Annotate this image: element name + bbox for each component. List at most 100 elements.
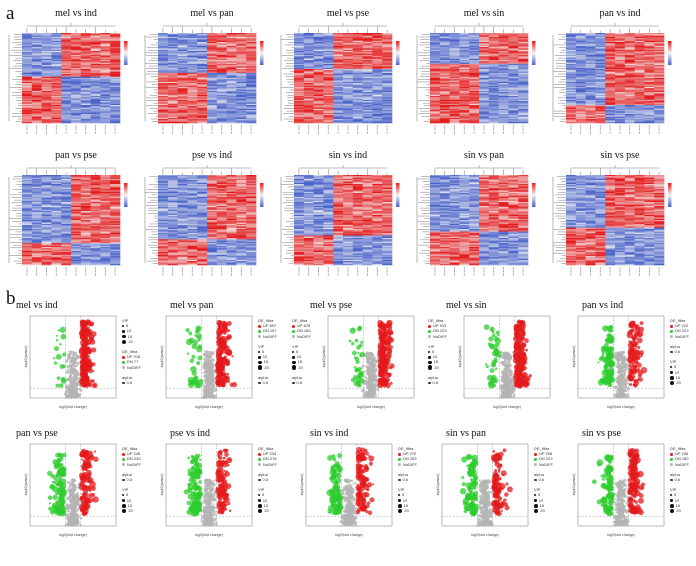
point-nodiff [502,376,507,380]
point-up [355,454,363,461]
point-up [221,489,226,494]
point-down [57,487,61,492]
vip-legend-item: 10 [670,370,689,375]
vip-legend-title: VIP [122,487,129,493]
point-up [363,448,368,453]
point-up [217,382,220,386]
point-nodiff [71,357,74,361]
point-nodiff [211,381,214,385]
point-up [494,509,501,516]
point-up [87,477,94,484]
point-nodiff [349,490,352,494]
point-up [222,448,226,452]
point-down [459,488,467,495]
point-nodiff [345,523,348,525]
point-up [221,377,228,385]
alpha-legend-title: alpha [292,374,302,380]
point-down [608,334,613,339]
point-down [335,484,341,489]
color-scale-bar [396,41,400,65]
point-up [631,335,636,340]
vip-size-marker [258,360,262,365]
point-up [498,463,503,468]
vip-legend-value: 20 [264,508,269,514]
column-dendrogram [26,165,116,175]
column-dendrogram [434,165,524,175]
point-down [597,361,600,364]
point-nodiff [485,500,489,505]
point-down [193,493,199,499]
heatmap-title: mel vs pse [326,8,370,19]
point-up [502,448,507,453]
point-nodiff [340,489,344,492]
point-nodiff [67,378,71,382]
point-nodiff [502,391,505,395]
heatmap-cells [566,175,665,266]
y-axis-label: -log10(pvalue) [436,474,440,497]
point-up [494,468,498,472]
point-up [356,486,362,492]
point-up [80,476,84,479]
point-down [485,362,488,366]
alpha-marker [428,381,431,385]
point-up [513,345,519,350]
point-nodiff [618,521,621,524]
point-nodiff [487,490,490,494]
point-nodiff [364,376,368,380]
heatmap-title: pan vs pse [55,150,97,161]
point-up [521,347,525,352]
vip-legend-value: 20 [404,508,409,514]
point-down [472,486,477,490]
point-nodiff [488,522,492,526]
point-down [332,468,338,474]
point-down [55,383,60,388]
point-up [359,447,366,454]
point-nodiff [203,388,207,392]
point-up [381,333,384,337]
point-nodiff [65,503,70,508]
point-nodiff [623,500,626,503]
point-up [520,320,526,326]
volcano-plot: log2(fold change)-log10(pvalue) [436,443,529,537]
point-down [190,510,197,517]
point-up [81,487,85,491]
point-nodiff [505,381,509,385]
color-scale-bar [396,183,400,207]
point-nodiff [205,506,209,510]
point-down [333,473,339,478]
heatmap [552,23,672,134]
legend-down-label: DN 187 [263,328,277,334]
point-down [335,493,339,496]
row-dendrogram [416,176,430,264]
point-nodiff [205,378,209,382]
legend-nodiff: NoDIFF [428,334,447,339]
point-up [628,322,634,328]
y-axis-label: -log10(pvalue) [572,346,576,369]
y-axis-label: -log10(pvalue) [160,474,164,497]
point-up [633,364,637,368]
point-down [488,382,495,389]
point-down [463,505,468,510]
point-up [219,456,222,459]
point-nodiff [212,384,216,388]
point-down [197,339,200,342]
point-nodiff [623,389,626,392]
point-nodiff [364,370,366,372]
point-nodiff [620,351,623,354]
point-nodiff [65,386,68,390]
point-nodiff [620,378,624,382]
point-up [494,461,500,467]
point-up [225,493,230,498]
point-nodiff [202,521,205,525]
point-nodiff [345,492,348,495]
point-nodiff [212,375,215,379]
point-nodiff [73,503,76,506]
alpha-marker [534,478,537,482]
point-down [357,351,360,354]
point-nodiff [617,351,620,355]
point-nodiff [618,395,622,399]
point-nodiff [205,516,208,520]
point-up [633,324,638,329]
legend-nodiff: NoDIFF [534,462,553,467]
point-down [59,342,62,346]
